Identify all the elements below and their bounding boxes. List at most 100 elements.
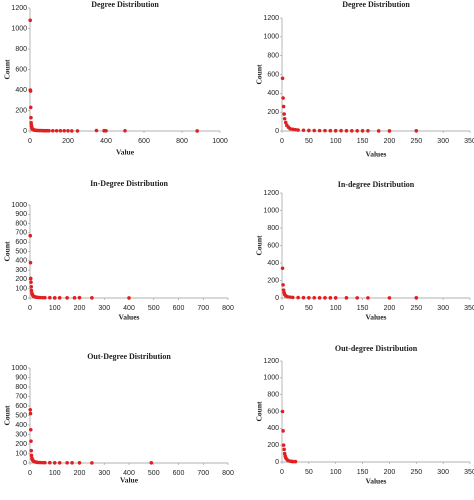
- point: [333, 128, 338, 133]
- point: [104, 128, 108, 133]
- x-tick-label: 700: [197, 305, 209, 312]
- point: [29, 280, 33, 284]
- y-tick-label: 600: [15, 239, 27, 246]
- x-tick-label: 100: [49, 470, 61, 477]
- point: [62, 128, 66, 133]
- y-tick-label: 400: [267, 260, 279, 267]
- point: [29, 285, 34, 289]
- y-tick-label: 100: [15, 450, 27, 457]
- point: [280, 266, 285, 271]
- y-tick-label: 600: [15, 403, 27, 410]
- point: [57, 461, 62, 465]
- y-tick-label: 800: [15, 384, 27, 391]
- point: [414, 129, 419, 133]
- x-tick-label: 100: [330, 138, 342, 145]
- point: [65, 461, 69, 465]
- point: [51, 128, 55, 133]
- chart-title: Degree Distribution: [342, 0, 410, 9]
- point: [328, 128, 333, 133]
- x-axis-label: Values: [366, 150, 387, 159]
- y-axis-label: Count: [255, 64, 264, 85]
- y-axis-label: Count: [3, 59, 12, 80]
- point: [355, 129, 360, 133]
- point: [350, 129, 354, 133]
- point: [28, 18, 32, 23]
- point: [282, 112, 286, 116]
- chart-title: Out-Degree Distribution: [87, 352, 171, 361]
- x-tick-label: 600: [173, 470, 185, 477]
- y-tick-label: 1000: [263, 34, 279, 41]
- point: [281, 96, 285, 100]
- point: [288, 295, 292, 299]
- y-tick-label: 800: [267, 225, 279, 232]
- point: [366, 129, 370, 133]
- point: [281, 429, 285, 433]
- y-tick-label: 0: [23, 295, 27, 302]
- point: [48, 460, 52, 465]
- point: [70, 461, 74, 465]
- x-tick-label: 350: [464, 305, 474, 312]
- point: [307, 128, 311, 133]
- point: [296, 295, 300, 300]
- point: [283, 120, 288, 125]
- x-axis-label: Values: [119, 313, 140, 322]
- y-tick-label: 400: [267, 425, 279, 432]
- x-tick-label: 200: [384, 305, 396, 312]
- x-tick-label: 250: [410, 469, 422, 476]
- point: [94, 128, 99, 133]
- point: [66, 128, 70, 133]
- x-tick-label: 300: [98, 305, 110, 312]
- y-tick-label: 1200: [263, 358, 279, 365]
- point: [317, 128, 322, 133]
- y-tick-label: 200: [267, 442, 279, 449]
- point: [282, 116, 287, 121]
- y-tick-label: 500: [15, 412, 27, 419]
- y-tick-label: 1000: [11, 25, 27, 32]
- x-tick-label: 0: [28, 305, 32, 312]
- x-tick-label: 50: [305, 138, 313, 145]
- point: [29, 115, 33, 120]
- y-tick-label: 200: [15, 276, 27, 283]
- point: [28, 276, 33, 281]
- point: [360, 129, 365, 133]
- x-tick-label: 500: [148, 305, 160, 312]
- point: [288, 126, 292, 131]
- y-tick-label: 700: [15, 230, 27, 237]
- x-tick-label: 400: [123, 470, 135, 477]
- x-tick-label: 200: [384, 138, 396, 145]
- x-tick-label: 1000: [212, 138, 228, 145]
- point: [301, 128, 306, 133]
- point: [339, 128, 343, 133]
- y-tick-label: 400: [15, 87, 27, 94]
- x-tick-label: 50: [305, 305, 313, 312]
- y-tick-label: 1200: [263, 15, 279, 22]
- point: [344, 129, 349, 133]
- x-tick-label: 300: [437, 305, 449, 312]
- x-tick-label: 150: [357, 305, 369, 312]
- point: [127, 296, 131, 300]
- point: [281, 443, 286, 447]
- y-tick-label: 400: [15, 258, 27, 265]
- x-tick-label: 100: [330, 305, 342, 312]
- x-tick-label: 100: [49, 305, 61, 312]
- x-tick-label: 300: [437, 138, 449, 145]
- y-tick-label: 1200: [11, 5, 27, 12]
- y-axis-label: Count: [3, 241, 12, 262]
- point: [293, 459, 298, 464]
- chart-title: In-degree Distribution: [338, 180, 415, 189]
- x-tick-label: 0: [280, 138, 284, 145]
- x-tick-label: 0: [28, 138, 32, 145]
- point: [90, 461, 94, 465]
- y-tick-label: 800: [15, 220, 27, 227]
- y-tick-label: 600: [267, 71, 279, 78]
- x-tick-label: 0: [28, 470, 32, 477]
- point: [281, 283, 285, 287]
- x-tick-label: 0: [280, 469, 284, 476]
- point: [280, 76, 285, 81]
- point: [317, 296, 322, 300]
- y-tick-label: 600: [15, 66, 27, 73]
- y-tick-label: 600: [267, 408, 279, 415]
- point: [28, 260, 33, 265]
- x-tick-label: 800: [222, 305, 234, 312]
- point: [28, 408, 33, 412]
